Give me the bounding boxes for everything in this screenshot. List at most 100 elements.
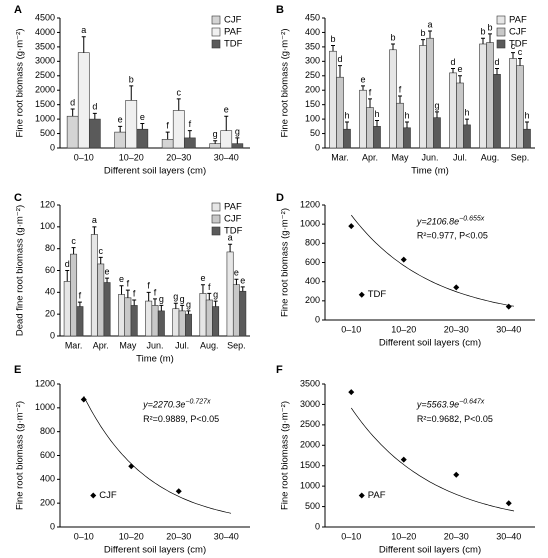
bar (239, 290, 247, 337)
y-tick-label: 40 (45, 287, 55, 297)
bar (509, 58, 517, 149)
y-tick-label: 600 (40, 450, 55, 460)
legend-swatch (211, 226, 221, 236)
legend-label: TDF (509, 39, 528, 50)
bar (145, 300, 153, 337)
error-bar (518, 57, 522, 66)
fit-equation: y=2106.8e−0.655x (416, 215, 485, 227)
y-tick-label: 1000 (300, 481, 320, 491)
legend-label: PAF (224, 202, 242, 213)
fit-equation-exponent: −0.727x (185, 398, 211, 405)
x-tick-label: 30–40 (496, 324, 521, 334)
point (400, 456, 407, 463)
point (453, 284, 460, 291)
significance-letter: b (487, 22, 492, 32)
point (128, 463, 135, 470)
bar (220, 130, 233, 149)
y-tick-label: 3000 (300, 399, 320, 409)
x-tick-label: Jun. (146, 340, 163, 350)
fit-equation-exponent: −0.647x (459, 398, 485, 405)
error-bar (398, 95, 402, 104)
significance-letter: g (213, 129, 218, 139)
bar (463, 124, 471, 149)
bar (70, 253, 78, 337)
legend-label: PAF (509, 15, 527, 26)
bar (449, 72, 457, 149)
bar (66, 115, 79, 149)
x-tick-label: 20–30 (444, 531, 469, 541)
y-tick-label: 400 (40, 474, 55, 484)
significance-letter: f (154, 287, 157, 297)
y-tick-label: 200 (305, 85, 320, 95)
y-tick-label: 800 (40, 426, 55, 436)
significance-letter: h (464, 107, 469, 117)
error-bar (368, 98, 372, 108)
significance-letter: c (177, 87, 182, 97)
significance-letter: a (427, 19, 432, 29)
error-bar (405, 121, 409, 128)
bar (90, 234, 98, 337)
y-tick-label: 0 (50, 330, 55, 340)
error-bar (81, 36, 86, 53)
error-bar (345, 121, 349, 130)
bar (151, 305, 159, 337)
y-tick-label: 450 (305, 12, 320, 22)
point (453, 471, 460, 478)
bar (161, 139, 174, 149)
panel-letter: C (14, 192, 22, 204)
error-bar (140, 122, 145, 130)
y-tick-label: 200 (40, 498, 55, 508)
y-tick-label: 500 (40, 128, 55, 138)
bar (125, 100, 138, 149)
error-bar (428, 30, 432, 39)
error-bar (458, 75, 462, 83)
significance-letter: e (200, 273, 205, 283)
legend-swatch (496, 27, 506, 37)
significance-letter: f (79, 291, 82, 301)
error-bar (228, 243, 233, 252)
bar (205, 299, 213, 337)
error-bar (65, 270, 70, 282)
bar (486, 42, 494, 149)
fit-equation-base: y=5563.9e (416, 400, 459, 410)
y-tick-label: 0 (50, 142, 55, 152)
y-tick-label: 120 (40, 199, 55, 209)
legend-swatch (211, 15, 221, 25)
significance-letter: a (92, 215, 97, 225)
point (348, 389, 355, 396)
bar (226, 251, 234, 337)
bar (493, 74, 501, 149)
x-tick-label: 0–10 (74, 152, 94, 162)
legend-label: TDF (368, 289, 387, 300)
bar (389, 49, 397, 149)
significance-letter: e (240, 275, 245, 285)
significance-letter: c (511, 41, 516, 51)
y-tick-label: 1000 (35, 402, 55, 412)
y-tick-label: 0 (315, 314, 320, 324)
bar (136, 128, 149, 149)
y-tick-label: 400 (305, 27, 320, 37)
panel-letter: E (14, 364, 21, 376)
x-tick-label: 30–40 (496, 531, 521, 541)
bar (419, 45, 427, 149)
bar (456, 82, 464, 149)
significance-letter: f (166, 120, 169, 130)
y-tick-label: 1000 (300, 219, 320, 229)
bar (516, 65, 524, 149)
error-bar (451, 68, 455, 73)
y-tick-label: 0 (315, 521, 320, 531)
y-axis-label: Fine root biomass (g·m⁻²) (15, 28, 26, 137)
significance-letter: f (369, 87, 372, 97)
error-bar (173, 302, 178, 309)
fit-curve (351, 407, 515, 512)
significance-letter: d (494, 57, 499, 67)
significance-letter: f (189, 119, 192, 129)
x-tick-label: 0–10 (341, 324, 361, 334)
bar (212, 306, 220, 337)
bar (97, 263, 105, 337)
error-bar (235, 137, 240, 144)
x-tick-label: Jun. (421, 152, 438, 162)
bar (523, 128, 531, 149)
significance-letter: b (480, 27, 485, 37)
legend-label: PAF (224, 27, 242, 38)
